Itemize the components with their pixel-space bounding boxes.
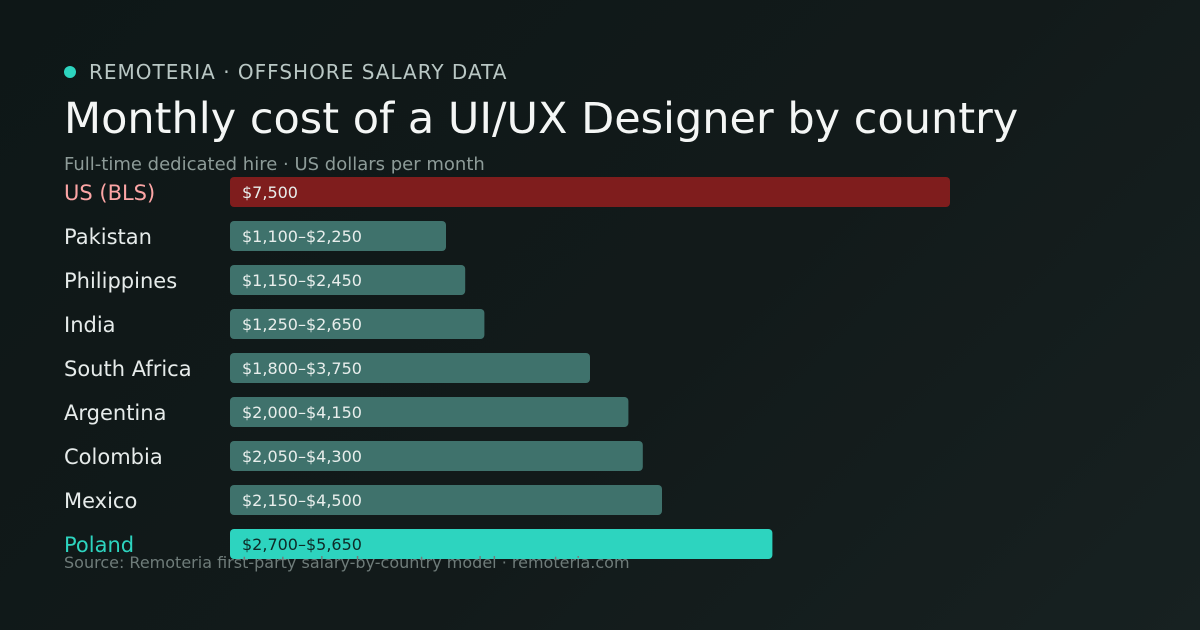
value-label-argentina: $2,000–$4,150 [242, 403, 362, 422]
brand-dot-icon [64, 66, 76, 78]
value-label-colombia: $2,050–$4,300 [242, 447, 362, 466]
category-label-philippines: Philippines [64, 269, 177, 293]
value-label-pakistan: $1,100–$2,250 [242, 227, 362, 246]
category-label-poland: Poland [64, 533, 134, 557]
bar-argentina [230, 397, 629, 427]
bar-poland [230, 529, 773, 559]
value-label-philippines: $1,150–$2,450 [242, 271, 362, 290]
brand-line: REMOTERIA · OFFSHORE SALARY DATA [64, 60, 507, 84]
bar-india [230, 309, 485, 339]
bar-us-bls [230, 177, 950, 207]
value-label-mexico: $2,150–$4,500 [242, 491, 362, 510]
category-label-colombia: Colombia [64, 445, 163, 469]
value-label-india: $1,250–$2,650 [242, 315, 362, 334]
bar-philippines [230, 265, 466, 295]
category-label-south-africa: South Africa [64, 357, 192, 381]
brand-text: REMOTERIA · OFFSHORE SALARY DATA [89, 60, 508, 84]
value-label-poland: $2,700–$5,650 [242, 535, 362, 554]
bar-colombia [230, 441, 643, 471]
category-label-us-bls: US (BLS) [64, 181, 155, 205]
value-label-south-africa: $1,800–$3,750 [242, 359, 362, 378]
chart-subtitle: Full-time dedicated hire · US dollars pe… [64, 154, 485, 175]
category-label-mexico: Mexico [64, 489, 137, 513]
category-label-india: India [64, 313, 116, 337]
value-label-us-bls: $7,500 [242, 183, 298, 202]
bar-pakistan [230, 221, 446, 251]
source-note: Source: Remoteria first-party salary-by-… [64, 553, 630, 572]
bar-south-africa [230, 353, 590, 383]
category-label-argentina: Argentina [64, 401, 166, 425]
bar-mexico [230, 485, 662, 515]
chart-title: Monthly cost of a UI/UX Designer by coun… [64, 94, 1019, 144]
category-label-pakistan: Pakistan [64, 225, 152, 249]
